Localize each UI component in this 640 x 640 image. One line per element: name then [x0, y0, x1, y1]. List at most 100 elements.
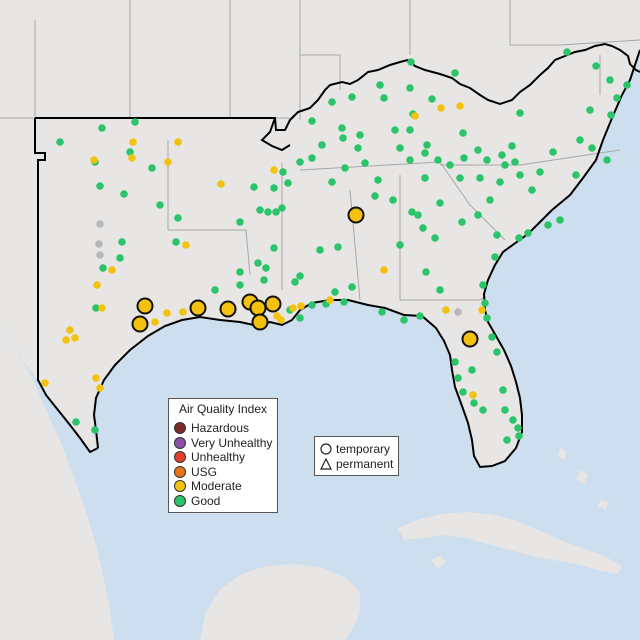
- monitor-good[interactable]: [256, 206, 264, 214]
- monitor-good[interactable]: [338, 124, 346, 132]
- monitor-good[interactable]: [272, 208, 280, 216]
- monitor-good[interactable]: [291, 278, 299, 286]
- monitor-good[interactable]: [72, 418, 80, 426]
- monitor-good[interactable]: [371, 192, 379, 200]
- monitor-good[interactable]: [431, 234, 439, 242]
- monitor-moderate[interactable]: [129, 138, 137, 146]
- monitor-good[interactable]: [406, 156, 414, 164]
- monitor-good[interactable]: [468, 366, 476, 374]
- monitor-good[interactable]: [339, 134, 347, 142]
- monitor-good[interactable]: [451, 69, 459, 77]
- monitor-good[interactable]: [423, 141, 431, 149]
- monitor-good[interactable]: [606, 76, 614, 84]
- monitor-good[interactable]: [563, 48, 571, 56]
- monitor-good[interactable]: [264, 208, 272, 216]
- monitor-no-data[interactable]: [454, 308, 462, 316]
- monitor-moderate[interactable]: [96, 384, 104, 392]
- monitor-good[interactable]: [479, 281, 487, 289]
- monitor-good[interactable]: [296, 272, 304, 280]
- monitor-moderate[interactable]: [456, 102, 464, 110]
- monitor-good[interactable]: [501, 161, 509, 169]
- monitor-good[interactable]: [623, 81, 631, 89]
- monitor-good[interactable]: [118, 238, 126, 246]
- monitor-good[interactable]: [509, 416, 517, 424]
- monitor-good[interactable]: [496, 178, 504, 186]
- monitor-moderate[interactable]: [182, 241, 190, 249]
- monitor-good[interactable]: [524, 229, 532, 237]
- monitor-good[interactable]: [376, 81, 384, 89]
- monitor-good[interactable]: [436, 286, 444, 294]
- monitor-good[interactable]: [588, 144, 596, 152]
- monitor-good[interactable]: [549, 148, 557, 156]
- monitor-good[interactable]: [156, 201, 164, 209]
- monitor-good[interactable]: [421, 174, 429, 182]
- monitor-good[interactable]: [92, 304, 100, 312]
- monitor-good[interactable]: [148, 164, 156, 172]
- monitor-good[interactable]: [515, 432, 523, 440]
- monitor-good[interactable]: [498, 151, 506, 159]
- monitor-moderate[interactable]: [128, 154, 136, 162]
- monitor-moderate-large[interactable]: [131, 315, 149, 333]
- monitor-good[interactable]: [459, 129, 467, 137]
- monitor-good[interactable]: [416, 312, 424, 320]
- monitor-good[interactable]: [528, 186, 536, 194]
- monitor-good[interactable]: [586, 106, 594, 114]
- monitor-good[interactable]: [460, 154, 468, 162]
- monitor-moderate[interactable]: [93, 281, 101, 289]
- monitor-good[interactable]: [479, 406, 487, 414]
- monitor-good[interactable]: [354, 144, 362, 152]
- monitor-good[interactable]: [284, 179, 292, 187]
- monitor-good[interactable]: [308, 117, 316, 125]
- monitor-good[interactable]: [356, 131, 364, 139]
- monitor-moderate[interactable]: [66, 326, 74, 334]
- monitor-good[interactable]: [236, 281, 244, 289]
- monitor-moderate[interactable]: [163, 309, 171, 317]
- monitor-moderate-large[interactable]: [251, 313, 269, 331]
- monitor-good[interactable]: [361, 159, 369, 167]
- monitor-good[interactable]: [98, 124, 106, 132]
- monitor-good[interactable]: [334, 243, 342, 251]
- monitor-moderate-large[interactable]: [249, 299, 267, 317]
- monitor-good[interactable]: [174, 214, 182, 222]
- monitor-good[interactable]: [501, 406, 509, 414]
- monitor-moderate[interactable]: [179, 308, 187, 316]
- monitor-good[interactable]: [396, 241, 404, 249]
- monitor-good[interactable]: [236, 268, 244, 276]
- monitor-good[interactable]: [328, 98, 336, 106]
- monitor-good[interactable]: [278, 204, 286, 212]
- monitor-good[interactable]: [116, 254, 124, 262]
- monitor-no-data[interactable]: [95, 240, 103, 248]
- monitor-good[interactable]: [341, 164, 349, 172]
- monitor-moderate-large[interactable]: [264, 295, 282, 313]
- monitor-good[interactable]: [260, 276, 268, 284]
- monitor-good[interactable]: [576, 136, 584, 144]
- monitor-good[interactable]: [483, 156, 491, 164]
- monitor-good[interactable]: [296, 314, 304, 322]
- monitor-good[interactable]: [536, 168, 544, 176]
- monitor-good[interactable]: [279, 168, 287, 176]
- monitor-good[interactable]: [511, 158, 519, 166]
- monitor-good[interactable]: [516, 109, 524, 117]
- monitor-good[interactable]: [99, 264, 107, 272]
- monitor-moderate[interactable]: [411, 112, 419, 120]
- monitor-good[interactable]: [91, 426, 99, 434]
- monitor-moderate[interactable]: [478, 306, 486, 314]
- monitor-good[interactable]: [499, 386, 507, 394]
- monitor-good[interactable]: [544, 221, 552, 229]
- monitor-good[interactable]: [481, 299, 489, 307]
- monitor-good[interactable]: [454, 374, 462, 382]
- monitor-good[interactable]: [400, 316, 408, 324]
- monitor-good[interactable]: [270, 184, 278, 192]
- monitor-good[interactable]: [436, 199, 444, 207]
- monitor-good[interactable]: [380, 94, 388, 102]
- monitor-moderate-large[interactable]: [461, 330, 479, 348]
- monitor-moderate-large[interactable]: [347, 206, 365, 224]
- monitor-good[interactable]: [414, 211, 422, 219]
- monitor-good[interactable]: [331, 288, 339, 296]
- monitor-good[interactable]: [406, 84, 414, 92]
- monitor-good[interactable]: [428, 95, 436, 103]
- monitor-good[interactable]: [493, 348, 501, 356]
- monitor-good[interactable]: [422, 268, 430, 276]
- monitor-moderate[interactable]: [108, 266, 116, 274]
- monitor-moderate[interactable]: [151, 318, 159, 326]
